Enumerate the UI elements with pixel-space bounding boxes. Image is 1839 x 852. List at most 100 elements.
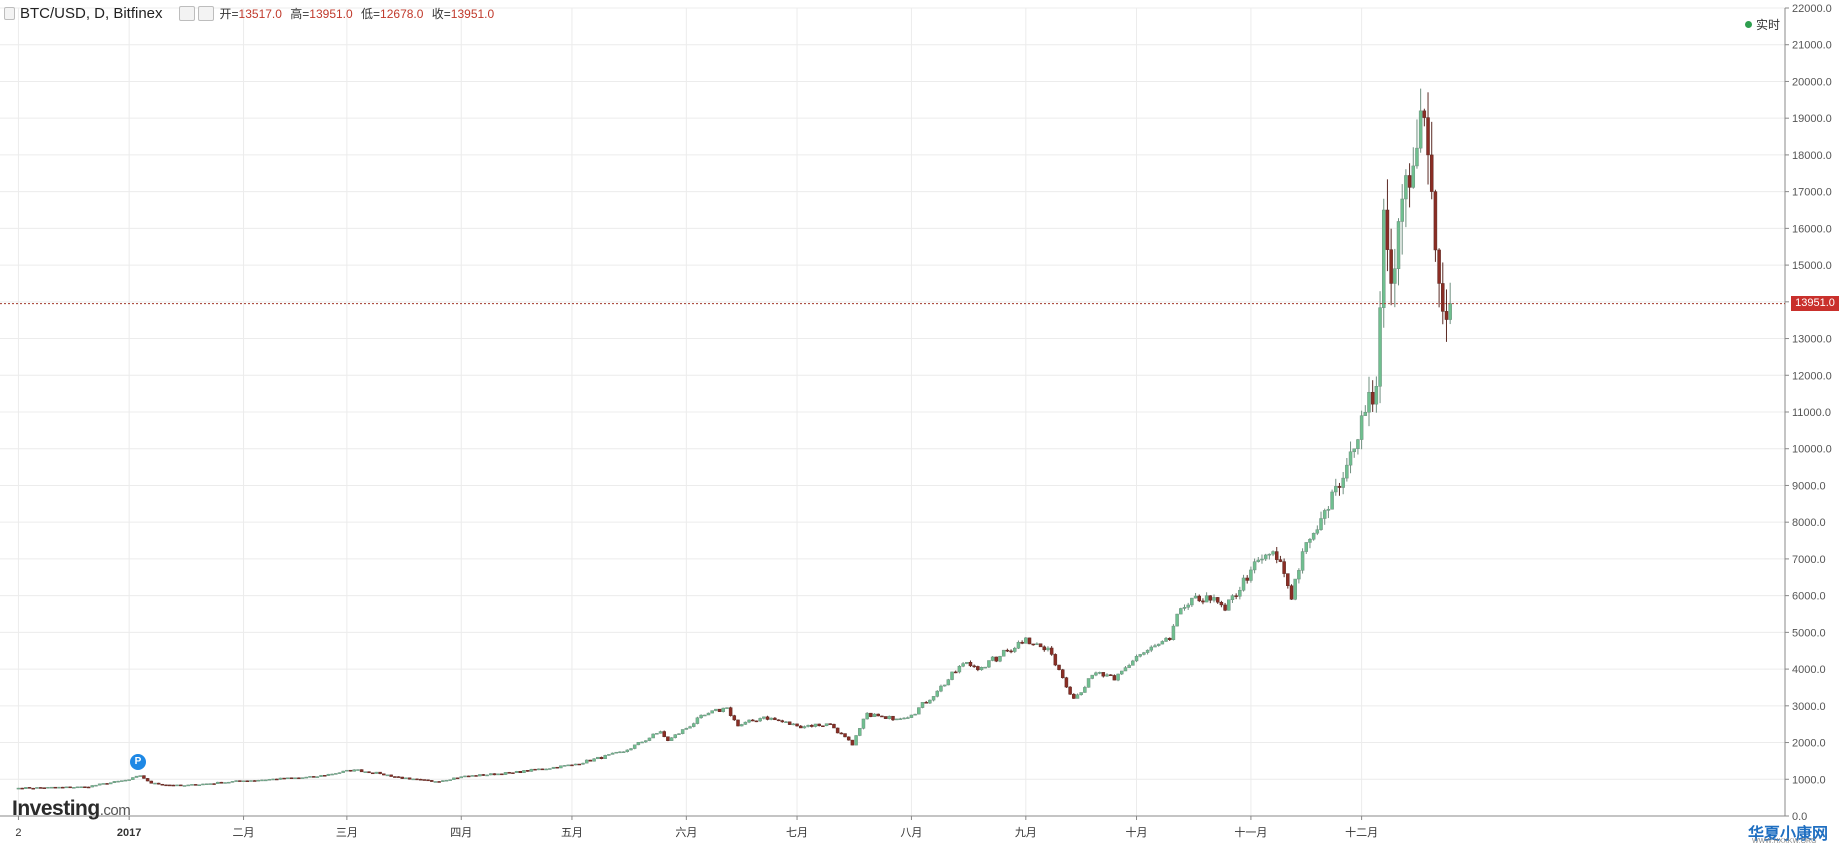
candle-body [1422,110,1427,118]
candle-body [968,661,973,667]
y-tick-label: 16000.0 [1792,223,1832,235]
candle-body [197,784,202,786]
candle-body [1304,542,1309,552]
candle-body [1282,561,1286,574]
investing-logo[interactable]: Investing.com [12,797,131,821]
y-tick-label: 8000.0 [1792,517,1826,529]
candle-body [1094,672,1098,676]
settings-icon[interactable] [178,5,195,21]
y-tick-label: 17000.0 [1792,187,1832,199]
candle-body [275,778,279,781]
candle-body [422,779,427,781]
candle-body [57,786,61,789]
candle-body [507,772,511,774]
candle-body [765,716,770,720]
candle-body [1382,209,1386,308]
candle-body [1289,585,1294,600]
candle-body [252,780,257,782]
candle-body [950,671,954,680]
candle-body [1079,692,1083,695]
candle-body [1267,553,1272,556]
candle-body [1370,391,1375,405]
candle-body [1201,600,1205,603]
candle-body [891,715,895,721]
candle-body [1311,532,1316,540]
x-tick-label: 十一月 [1234,825,1267,839]
y-tick-label: 22000.0 [1792,3,1832,15]
candle-body [370,772,375,775]
candle-body [887,715,892,719]
candle-body [142,775,146,779]
candle-body [49,786,54,789]
logo-main: Investing [12,797,100,820]
x-tick-label: 十月 [1126,825,1148,839]
candle-body [86,786,91,789]
candle-body [256,779,261,782]
candle-body [736,719,740,727]
event-marker-icon[interactable]: P [130,754,146,770]
y-tick-label: 3000.0 [1792,701,1826,713]
candle-body [655,733,659,735]
candle-body [555,766,559,769]
candle-body [1064,677,1069,688]
realtime-indicator[interactable]: 实时 [1745,16,1780,33]
candle-body [42,787,47,789]
candle-body [773,717,777,721]
high-value: 13951.0 [309,6,353,21]
candle-body [24,787,28,789]
candle-body [1411,165,1416,188]
candle-body [1175,613,1179,627]
candle-body [1016,641,1021,649]
candle-body [581,762,585,765]
candle-body [201,783,205,786]
candle-body [1127,665,1131,668]
collapse-icon[interactable] [4,6,15,20]
candle-body [193,784,198,786]
x-tick-label: 二月 [233,827,255,839]
candle-body [477,774,482,777]
candle-body [1448,303,1452,320]
candle-body [234,780,238,782]
candle-body [138,775,142,777]
candle-body [872,713,877,717]
high-label: 高= [290,6,310,21]
candle-body [190,784,194,786]
candle-body [1241,577,1246,591]
candle-body [83,786,87,789]
y-tick-label: 20000.0 [1792,76,1832,88]
candle-body [525,770,530,772]
candle-body [352,769,356,772]
candle-body [666,736,670,741]
candle-body [1038,643,1043,648]
symbol-label: BTC/USD, D, Bitfinex [20,4,163,22]
y-tick-label: 21000.0 [1792,40,1832,52]
x-tick-label: 四月 [450,827,472,839]
candle-body [289,777,294,779]
candle-body [393,776,397,778]
candle-body [97,783,102,786]
y-tick-label: 5000.0 [1792,627,1826,639]
close-icon[interactable] [197,5,214,21]
candle-body [1256,559,1261,562]
candle-body [459,776,463,779]
candle-body [1053,654,1058,666]
candle-body [821,725,825,727]
candle-body [876,713,880,717]
candle-body [1223,604,1227,611]
candle-body [1322,510,1327,519]
x-tick-label: 八月 [900,827,922,839]
candle-body [621,751,626,753]
y-tick-label: 6000.0 [1792,591,1826,603]
candle-body [241,780,246,782]
candle-body [1389,249,1393,284]
y-tick-label: 0.0 [1792,811,1807,823]
y-tick-label: 1000.0 [1792,774,1826,786]
candle-body [909,714,914,718]
candle-body [721,707,725,712]
candle-body [983,666,987,669]
candle-body [1319,518,1323,530]
candle-body [1131,660,1135,666]
y-tick-label: 9000.0 [1792,480,1826,492]
